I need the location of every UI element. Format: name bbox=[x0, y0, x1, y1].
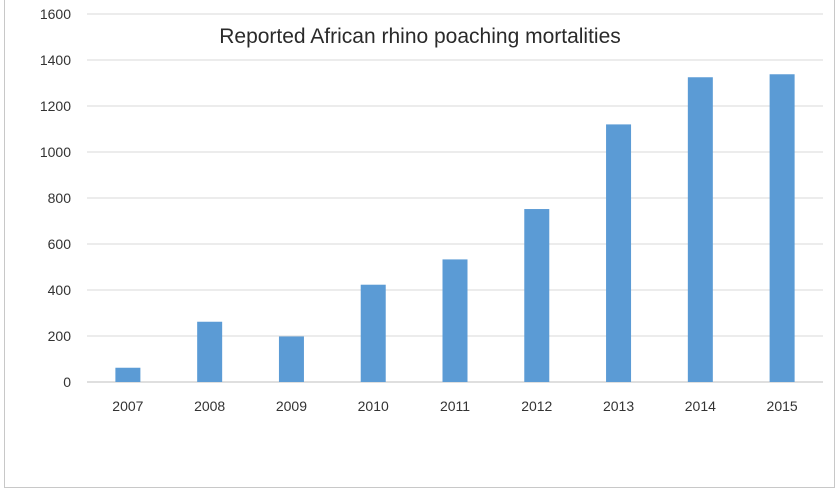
bar-2007 bbox=[115, 367, 141, 382]
y-tick-label: 1000 bbox=[40, 144, 71, 160]
y-tick-label: 1200 bbox=[40, 98, 71, 114]
x-tick-label-2009: 2009 bbox=[276, 398, 307, 414]
bar-2015 bbox=[769, 74, 795, 382]
y-tick-label: 1600 bbox=[40, 6, 71, 22]
y-tick-label: 200 bbox=[48, 328, 72, 344]
x-tick-label-2013: 2013 bbox=[603, 398, 634, 414]
x-tick-label-2010: 2010 bbox=[358, 398, 389, 414]
y-tick-label: 0 bbox=[63, 374, 71, 390]
bar-2013 bbox=[606, 124, 632, 383]
x-tick-label-2015: 2015 bbox=[767, 398, 798, 414]
bars bbox=[115, 74, 795, 383]
y-tick-label: 600 bbox=[48, 236, 72, 252]
bar-2014 bbox=[687, 77, 713, 382]
x-tick-label-2008: 2008 bbox=[194, 398, 225, 414]
bar-2010 bbox=[360, 284, 386, 382]
bar-2011 bbox=[442, 259, 468, 382]
x-tick-label-2012: 2012 bbox=[521, 398, 552, 414]
y-tick-label: 1400 bbox=[40, 52, 71, 68]
bar-2012 bbox=[524, 209, 550, 382]
x-tick-label-2011: 2011 bbox=[440, 398, 470, 414]
y-tick-label: 800 bbox=[48, 190, 72, 206]
x-tick-label-2007: 2007 bbox=[112, 398, 143, 414]
bar-2009 bbox=[278, 336, 304, 382]
bar-2008 bbox=[197, 321, 223, 382]
y-tick-labels: 0 200 400 600 800 1000 1200 1400 1600 bbox=[40, 6, 71, 390]
y-tick-label: 400 bbox=[48, 282, 72, 298]
x-tick-label-2014: 2014 bbox=[685, 398, 716, 414]
chart-title: Reported African rhino poaching mortalit… bbox=[219, 25, 621, 48]
x-tick-labels: 2007 2008 2009 2010 2011 2012 2013 2014 2015 bbox=[112, 398, 798, 414]
